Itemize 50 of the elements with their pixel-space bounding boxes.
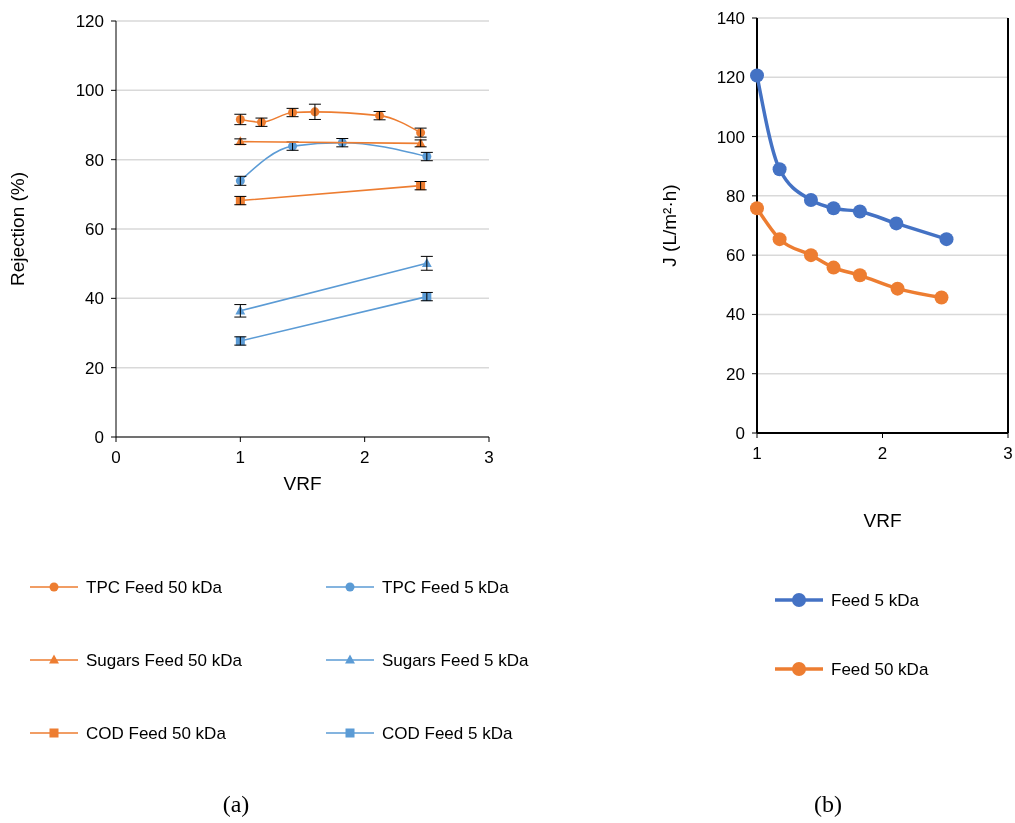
x-tick-label: 2 <box>359 448 370 467</box>
point <box>890 281 905 296</box>
legend-label: Feed 50 kDa <box>831 659 929 679</box>
point <box>750 201 764 216</box>
point <box>772 162 787 177</box>
legend-label: COD Feed 50 kDa <box>86 723 227 743</box>
point <box>889 216 904 231</box>
point <box>826 201 841 216</box>
x-axis-title: VRF <box>863 510 902 531</box>
legend-label: TPC Feed 50 kDa <box>86 577 223 597</box>
y-tick-label: 120 <box>75 11 104 31</box>
point <box>772 232 787 247</box>
y-tick-label: 0 <box>94 427 104 447</box>
point <box>750 68 764 83</box>
x-tick-label: 3 <box>1003 444 1013 463</box>
legend-label: Feed 5 kDa <box>831 590 920 610</box>
x-tick-label: 2 <box>877 444 888 463</box>
y-axis-title: J (L/m²·h) <box>659 184 680 267</box>
y-tick-label: 120 <box>716 68 745 88</box>
legend-label: COD Feed 5 kDa <box>382 723 513 743</box>
legend-label: Sugars Feed 5 kDa <box>382 650 530 670</box>
x-tick-label: 0 <box>111 448 121 467</box>
point <box>852 268 867 283</box>
y-tick-label: 20 <box>726 364 745 384</box>
y-tick-label: 80 <box>85 150 104 170</box>
y-axis-title: Rejection (%) <box>7 171 28 287</box>
y-tick-label: 60 <box>726 246 745 266</box>
text: (b) <box>814 791 842 817</box>
point <box>803 193 818 208</box>
y-tick-label: 40 <box>726 305 745 325</box>
y-tick-label: 20 <box>85 358 104 378</box>
y-tick-label: 0 <box>735 423 745 443</box>
y-tick-label: 140 <box>716 8 745 28</box>
y-tick-label: 40 <box>85 289 104 309</box>
legend-label: Sugars Feed 50 kDa <box>86 650 243 670</box>
x-tick-label: 1 <box>235 448 246 467</box>
y-tick-label: 60 <box>85 219 104 239</box>
legend-label: TPC Feed 5 kDa <box>382 577 510 597</box>
y-tick-label: 100 <box>75 81 104 101</box>
y-tick-label: 80 <box>726 186 745 206</box>
text: (a) <box>222 791 250 817</box>
x-tick-label: 3 <box>484 448 494 467</box>
x-axis-title: VRF <box>283 473 322 494</box>
point <box>803 248 818 263</box>
point <box>934 290 949 305</box>
point <box>826 260 841 275</box>
point <box>852 204 867 219</box>
point <box>939 232 954 247</box>
y-tick-label: 100 <box>716 127 745 147</box>
x-tick-label: 1 <box>752 444 762 463</box>
